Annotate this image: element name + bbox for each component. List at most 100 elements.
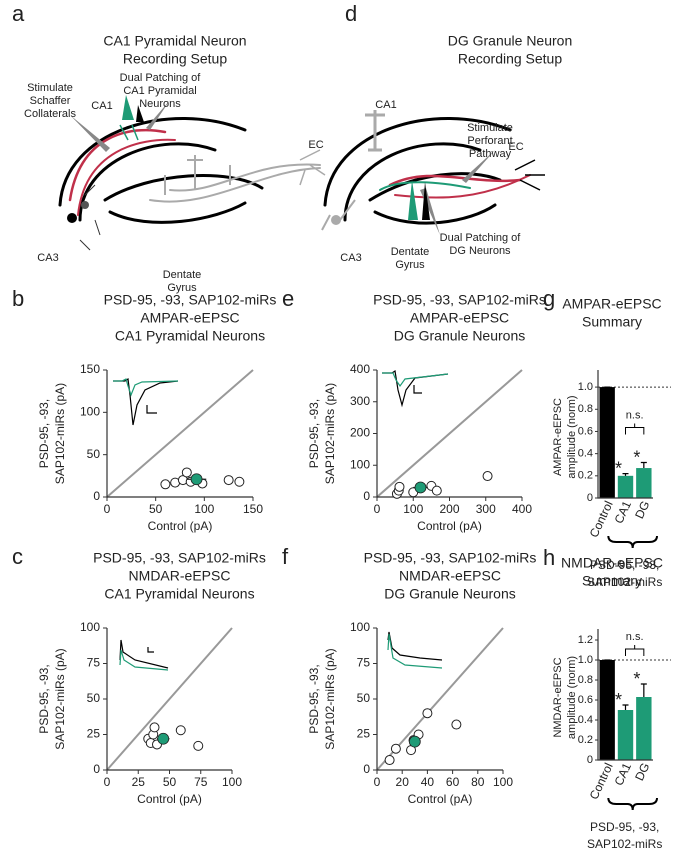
data-point [181, 467, 192, 478]
bracket [625, 423, 645, 435]
y-tick-label: 0 [587, 492, 593, 504]
significance-star: * [615, 690, 622, 710]
y-tick-label: 0.6 [578, 425, 593, 437]
diagram-label: CA1 Pyramidal [123, 85, 196, 97]
diagram-label: DG Neurons [449, 245, 511, 257]
diagram-label: Dual Patching of [120, 72, 202, 84]
y-tick-label: 100 [350, 620, 370, 634]
x-tick-label: 150 [243, 502, 263, 516]
diagram-label: Neurons [139, 98, 181, 110]
unity-line [106, 369, 254, 498]
chart-title: PSD-95, -93, SAP102-miRs [373, 292, 546, 308]
panel-letter: f [282, 544, 289, 569]
mean-point [157, 732, 170, 745]
x-tick-label: DG [632, 761, 652, 783]
y-axis-label: SAP102-miRs (pA) [53, 648, 67, 749]
group-label: PSD-95, -93, [590, 558, 659, 572]
y-tick-label: 100 [350, 457, 370, 471]
x-tick-label: 40 [421, 775, 435, 789]
x-tick-label: 0 [104, 502, 111, 516]
data-point [234, 476, 245, 487]
y-tick-label: 0 [93, 489, 100, 503]
y-tick-label: 25 [357, 727, 371, 741]
panel-letter: c [12, 544, 23, 569]
data-point [394, 481, 405, 492]
data-point [451, 719, 462, 730]
y-tick-label: 0 [587, 754, 593, 766]
y-tick-label: 0.8 [578, 674, 593, 686]
chart-title: DG Granule Neurons [384, 586, 516, 602]
bar [636, 697, 652, 760]
chart-title: NMDAR-eEPSC [561, 555, 663, 571]
chart-title: NMDAR-eEPSC [129, 568, 231, 584]
diagram-label: CA3 [340, 252, 361, 264]
error-bar [622, 473, 629, 476]
x-axis-label: Control (pA) [417, 519, 482, 533]
x-tick-label: DG [632, 499, 652, 521]
x-tick-label: 0 [104, 775, 111, 789]
x-tick-label: 200 [439, 502, 459, 516]
y-axis-label: PSD-95, -93, [307, 664, 321, 733]
y-tick-label: 50 [357, 691, 371, 705]
y-axis-label: SAP102-miRs (pA) [323, 383, 337, 484]
y-tick-label: 0 [363, 489, 370, 503]
diagram-label: CA1 [375, 99, 396, 111]
bar [636, 468, 652, 498]
mean-point [414, 481, 427, 494]
y-tick-label: 200 [350, 426, 370, 440]
x-tick-label: 75 [194, 775, 208, 789]
y-axis-label: PSD-95, -93, [307, 399, 321, 468]
data-point [384, 755, 395, 766]
y-tick-label: 1.2 [578, 634, 593, 646]
data-point [223, 475, 234, 486]
y-tick-label: 0.4 [578, 448, 593, 460]
y-tick-label: 75 [357, 656, 371, 670]
diagram-label: Perforant [467, 135, 512, 147]
x-tick-label: 100 [403, 502, 423, 516]
chart-title: Summary [582, 573, 642, 589]
chart-title: PSD-95, -93, SAP102-miRs [93, 550, 266, 566]
diagram-label: EC [308, 139, 323, 151]
y-axis-label: AMPAR-eEPSC [552, 398, 564, 476]
bracket-label: n.s. [626, 631, 644, 643]
chart-title: CA1 Pyramidal Neurons [104, 586, 254, 602]
y-tick-label: 0 [363, 762, 370, 776]
x-tick-label: 100 [493, 775, 513, 789]
y-tick-label: 0.2 [578, 470, 593, 482]
y-tick-label: 100 [80, 620, 100, 634]
y-tick-label: 0.4 [578, 714, 593, 726]
diagram-label: Pathway [469, 148, 512, 160]
panel-letter: g [543, 286, 555, 311]
chart-title: PSD-95, -93, SAP102-miRs [364, 550, 537, 566]
data-point [193, 740, 204, 751]
chart-title: DG Granule Neurons [394, 328, 526, 344]
unity-line [376, 369, 523, 498]
diagram-label: CA3 [37, 252, 58, 264]
x-tick-label: 300 [476, 502, 496, 516]
group-brace [607, 535, 658, 549]
y-tick-label: 50 [87, 447, 101, 461]
x-tick-label: 25 [132, 775, 146, 789]
chart-title: NMDAR-eEPSC [399, 568, 501, 584]
unity-line [106, 627, 233, 771]
diagram-label: Schaffer [30, 95, 71, 107]
diagram-title: Recording Setup [458, 51, 563, 67]
x-tick-label: 0 [374, 775, 381, 789]
x-axis-label: Control (pA) [148, 519, 213, 533]
diagram-label: Stimulate [27, 82, 73, 94]
significance-star: * [633, 669, 640, 689]
data-point [482, 471, 493, 482]
diagram-label: EC [508, 141, 523, 153]
diagram-label: Dentate [163, 269, 202, 281]
significance-star: * [633, 447, 640, 467]
significance-star: * [615, 458, 622, 478]
y-tick-label: 25 [87, 727, 101, 741]
bar [617, 475, 634, 498]
diagram-title: CA1 Pyramidal Neuron [103, 33, 246, 49]
hippocampus-schematic-d [321, 110, 545, 235]
panel-letter: b [12, 286, 24, 311]
chart-title: PSD-95, -93, SAP102-miRs [104, 292, 277, 308]
bar [599, 387, 615, 498]
chart-title: Summary [582, 314, 642, 330]
